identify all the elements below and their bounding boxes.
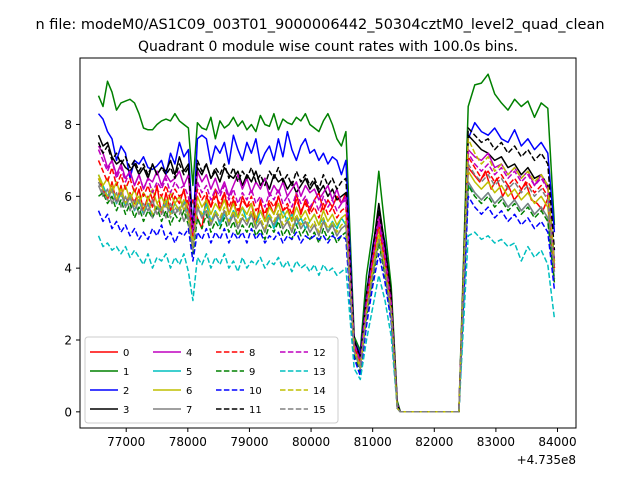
legend-label-8: 8: [249, 348, 255, 359]
legend-label-4: 4: [186, 348, 192, 359]
x-tick-label: 77000: [107, 435, 145, 449]
legend-label-11: 11: [249, 405, 262, 416]
x-tick-label: 78000: [169, 435, 207, 449]
legend-label-7: 7: [186, 405, 192, 416]
legend-label-2: 2: [123, 386, 129, 397]
x-offset-label: +4.735e8: [517, 453, 576, 467]
series-line-10: [97, 195, 556, 413]
legend-label-6: 6: [186, 386, 192, 397]
plot-frame: [79, 57, 577, 429]
legend-label-10: 10: [249, 386, 262, 397]
series-line-14: [97, 138, 556, 413]
y-tick-label: 0: [64, 405, 72, 419]
legend-label-13: 13: [313, 367, 326, 378]
x-tick-label: 82000: [415, 435, 453, 449]
series-line-15: [97, 163, 556, 413]
legend-label-14: 14: [313, 386, 326, 397]
series-line-11: [97, 127, 556, 413]
x-tick-label: 84000: [538, 435, 576, 449]
series-line-13: [97, 231, 556, 413]
suptitle: n file: modeM0/AS1C09_003T01_9000006442_…: [35, 17, 604, 33]
y-axis: 0 2 4 6 8: [64, 118, 80, 419]
x-tick-label: 79000: [230, 435, 268, 449]
legend-label-5: 5: [186, 367, 192, 378]
legend-label-1: 1: [123, 367, 129, 378]
y-tick-label: 2: [64, 333, 72, 347]
chart-title: Quadrant 0 module wise count rates with …: [138, 39, 518, 55]
legend-label-15: 15: [313, 405, 326, 416]
legend-label-3: 3: [123, 405, 129, 416]
y-tick-label: 6: [64, 190, 72, 204]
x-tick-label: 80000: [292, 435, 330, 449]
y-tick-label: 4: [64, 262, 72, 276]
plot-series: [97, 73, 556, 413]
legend-label-9: 9: [249, 367, 255, 378]
x-axis: 77000 78000 79000 80000 81000 82000 83000 84000: [107, 428, 577, 449]
y-tick-label: 8: [64, 118, 72, 132]
x-tick-label: 83000: [477, 435, 515, 449]
series-line-9: [98, 184, 556, 413]
legend-box: [84, 336, 339, 424]
legend-label-12: 12: [313, 348, 326, 359]
x-tick-label: 81000: [354, 435, 392, 449]
legend-label-0: 0: [123, 348, 129, 359]
